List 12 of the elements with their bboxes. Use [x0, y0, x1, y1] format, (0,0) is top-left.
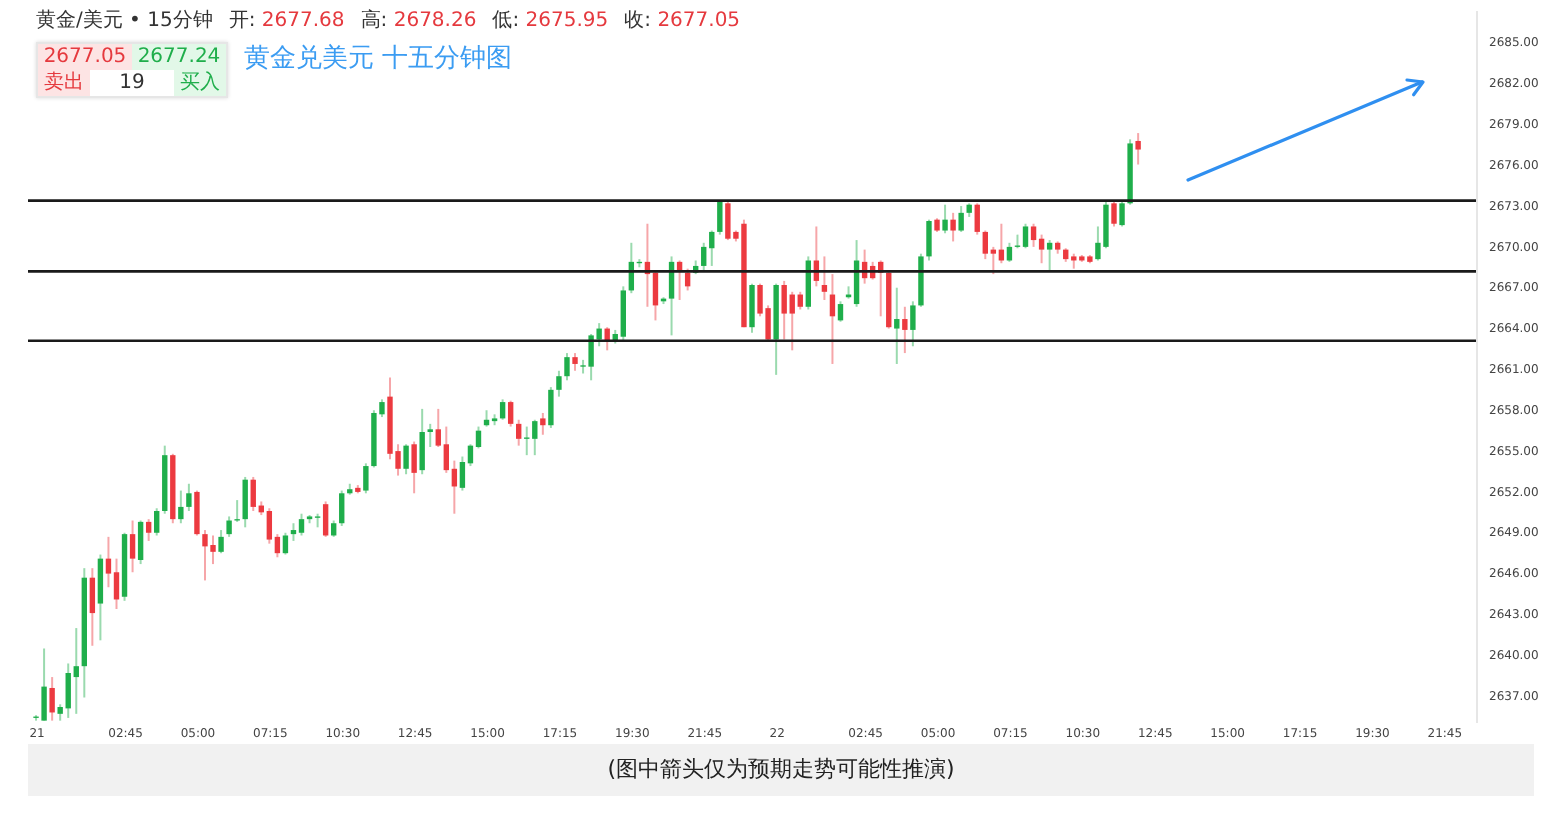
annotation: 高: 2678.26	[360, 10, 477, 32]
annotation: 低: 2675.95	[492, 10, 609, 32]
annotation: 2677.24	[132, 44, 226, 70]
annotation: 收: 2677.05	[624, 10, 741, 32]
text: (图中箭头仅为预期走势可能性推演)	[605, 756, 957, 784]
annotation: 19	[117, 70, 147, 96]
annotation: 买入	[174, 70, 226, 96]
annotation: 开: 2677.68	[228, 10, 345, 32]
annotation: 2677.05	[38, 44, 132, 70]
annotation: 卖出	[38, 70, 90, 96]
chart-subtitle: 黄金/美元 • 15分钟	[36, 10, 213, 32]
text: 黄金兑美元 十五分钟图	[244, 44, 513, 76]
